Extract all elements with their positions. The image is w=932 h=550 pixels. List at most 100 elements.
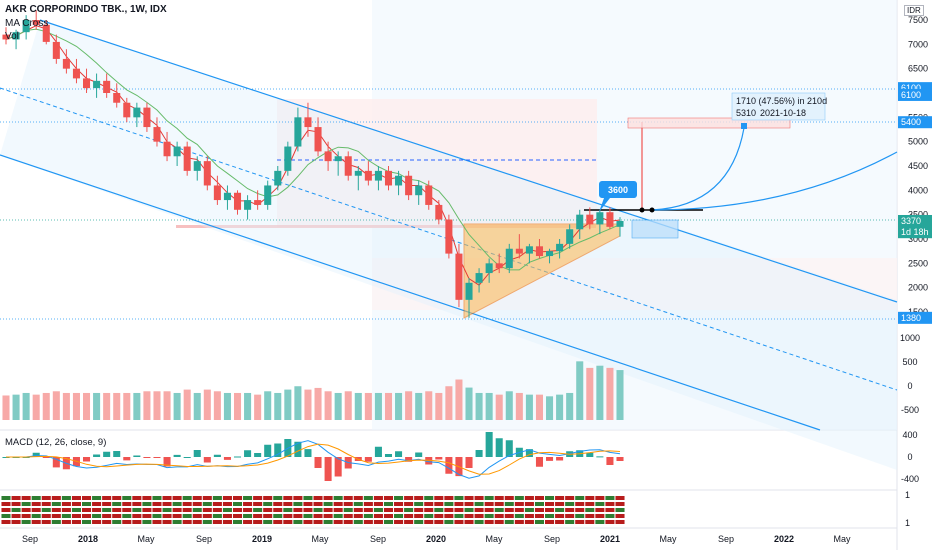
lower-indicator-cell — [192, 502, 202, 506]
lower-indicator-cell — [51, 514, 61, 518]
lower-indicator-cell — [414, 502, 424, 506]
volume-bar — [143, 391, 151, 420]
indicator-volume[interactable]: Vol — [5, 31, 19, 42]
lower-indicator-cell — [11, 496, 21, 500]
channel-lower-line[interactable] — [0, 154, 821, 431]
lower-indicator-cell — [504, 514, 514, 518]
lower-indicator-cell — [534, 514, 545, 518]
macd-histogram-bar — [103, 451, 111, 457]
lower-indicator-cell — [112, 502, 122, 506]
lower-indicator-cell — [514, 502, 524, 506]
price-tick-label: 5000 — [908, 137, 928, 147]
ma-slow-line — [5, 28, 621, 271]
volume-bar — [364, 392, 372, 420]
volume-bar — [32, 394, 40, 420]
lower-indicator-cell — [122, 514, 132, 518]
lower-indicator-cell — [363, 502, 373, 506]
lower-indicator-cell — [323, 520, 333, 524]
lower-indicator-cell — [142, 502, 152, 506]
price-tick-label: 7500 — [908, 15, 928, 25]
lower-indicator-cell — [283, 496, 293, 500]
volume-bar — [344, 391, 352, 420]
callout-3600[interactable]: 3600 — [599, 181, 637, 212]
lower-indicator-cell — [474, 520, 484, 524]
price-tag — [898, 226, 932, 239]
lower-indicator-cell — [232, 508, 243, 512]
volume-bar — [123, 392, 131, 420]
symbol-title[interactable]: AKR CORPORINDO TBK., 1W, IDX — [5, 4, 167, 15]
macd-histogram-bar — [304, 449, 312, 457]
candle-body — [455, 253, 463, 300]
price-axis[interactable]: 7500700065006000550050004500400035003000… — [908, 15, 928, 317]
time-axis[interactable]: Sep 2018 May Sep 2019 May Sep 2020 May Sep 2021 May… — [22, 534, 851, 544]
indicator-ma-cross[interactable]: MA Cross — [5, 18, 49, 29]
volume-bar — [445, 386, 453, 420]
macd-histogram-bar — [133, 455, 141, 457]
lower-indicator-cell — [132, 502, 142, 506]
macd-histogram-bar — [475, 450, 483, 457]
volume-bar — [475, 392, 483, 420]
lower-indicator-cell — [172, 502, 182, 506]
lower-indicator-cell — [92, 496, 102, 500]
volume-bar — [546, 396, 554, 420]
lower-indicator-cell — [615, 496, 625, 500]
lower-indicator-cell — [454, 496, 464, 500]
lower-indicator-cell — [615, 514, 625, 518]
macd-histogram-bar — [435, 457, 443, 460]
lower-indicator-cell — [504, 508, 514, 512]
candlesticks — [2, 10, 624, 318]
lower-indicator-cell — [263, 496, 273, 500]
lower-indicator-cell — [434, 502, 444, 506]
volume-tick-label: -500 — [901, 405, 919, 415]
lower-indicator-cell — [192, 514, 202, 518]
lower-indicator-cell — [333, 508, 343, 512]
lower-indicator-cell — [142, 496, 152, 500]
lower-indicator-cell — [394, 496, 404, 500]
lower-indicator-cell — [283, 508, 293, 512]
lower-indicator-cell — [162, 508, 172, 512]
lower-indicator-cell — [615, 508, 625, 512]
macd-histogram-bar — [405, 457, 413, 462]
lower-indicator-cell — [152, 514, 162, 518]
candle-body — [334, 156, 342, 162]
macd-histogram-bar — [113, 451, 121, 457]
macd-histogram-bar — [163, 457, 171, 467]
macd-indicator-title[interactable]: MACD (12, 26, close, 9) — [5, 437, 107, 448]
lower-indicator-cell — [333, 514, 343, 518]
lower-tick-label: 1 — [905, 518, 910, 528]
lower-indicator-cell — [182, 508, 192, 512]
price-tick-label: 7000 — [908, 39, 928, 49]
lower-indicator-cell — [303, 520, 313, 524]
macd-histogram-bar — [314, 457, 322, 468]
lower-indicator-cell — [92, 514, 102, 518]
lower-indicator-cell — [11, 514, 21, 518]
lower-indicator-cell — [253, 502, 263, 506]
lower-indicator-cell — [534, 520, 545, 524]
lower-indicator-cell — [102, 514, 112, 518]
curve-projection — [651, 151, 898, 211]
lower-indicator-cell — [323, 508, 333, 512]
lower-indicator-cell — [122, 496, 132, 500]
price-tick-label: 6500 — [908, 64, 928, 74]
lower-indicator-cell — [343, 520, 353, 524]
lower-indicator-cell — [202, 508, 212, 512]
lower-indicator-cell — [333, 496, 343, 500]
measure-date: 2021-10-18 — [760, 108, 806, 118]
lower-indicator-cell — [263, 508, 273, 512]
lower-indicator-cell — [61, 520, 71, 524]
measurement-box: 1710 (47.56%) in 210d 5310 2021-10-18 — [731, 92, 827, 121]
time-tick-label: Sep — [718, 534, 734, 544]
lower-indicator-cell — [41, 514, 51, 518]
channel-mid-line[interactable] — [0, 87, 898, 391]
macd-histogram-bar — [606, 457, 614, 465]
macd-histogram-bar — [364, 457, 372, 462]
channel-upper-line[interactable] — [39, 19, 898, 303]
lower-indicator-cell — [454, 520, 464, 524]
lower-indicator-cell — [162, 514, 172, 518]
lower-indicator-cell — [585, 514, 595, 518]
lower-indicator-cell — [122, 508, 132, 512]
lower-indicator-cell — [424, 520, 434, 524]
lower-indicator-cell — [71, 508, 81, 512]
lower-indicator-cell — [1, 520, 11, 524]
